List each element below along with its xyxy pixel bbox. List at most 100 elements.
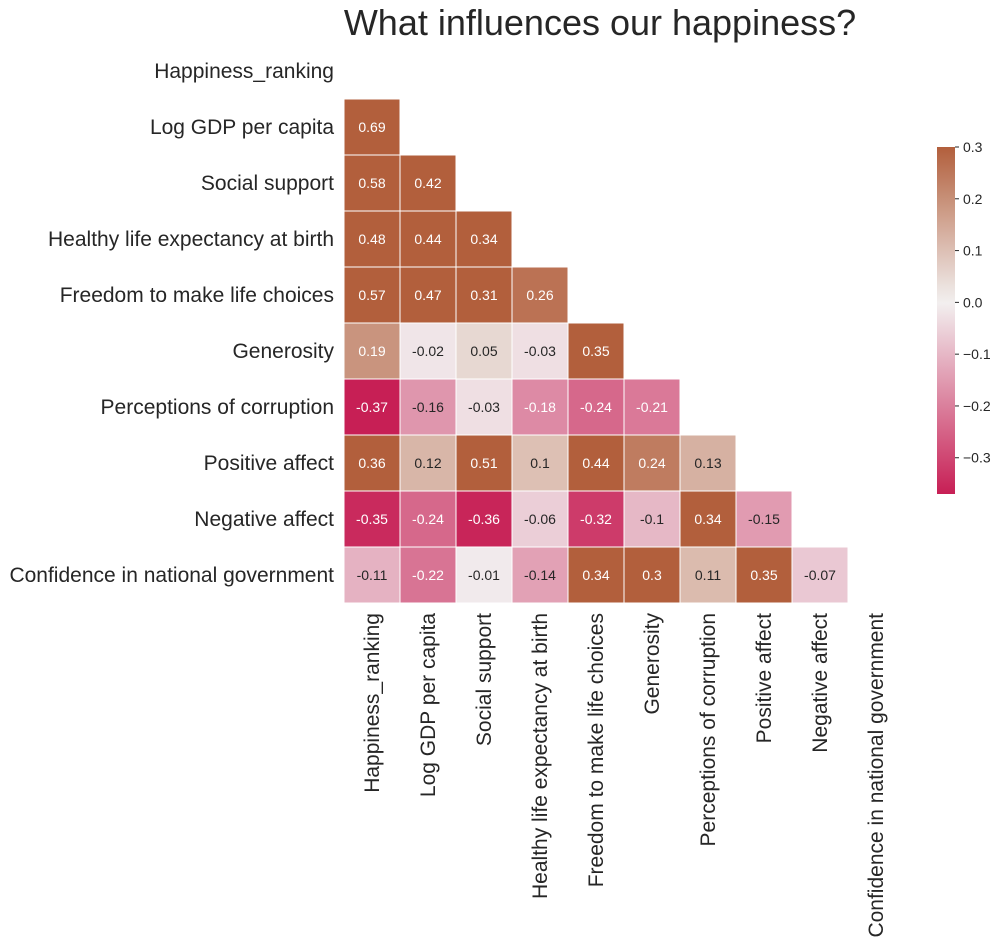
x-tick-labels: Happiness_ranking Log GDP per capita Socia… [361, 613, 888, 938]
cell-value-label: 0.42 [414, 175, 441, 191]
y-tick-label: Generosity [232, 340, 334, 363]
heatmap-cell [623, 546, 681, 604]
x-tick-label: Freedom to make life choices [585, 613, 608, 887]
heatmap-cell [455, 378, 513, 436]
x-tick-label: Social support [473, 613, 496, 746]
y-tick-label: Perceptions of corruption [101, 396, 334, 419]
cell-value-label: 0.69 [358, 119, 385, 135]
cell-value-label: 0.12 [414, 455, 441, 471]
cell-value-label: -0.36 [468, 511, 500, 527]
heatmap-cell [399, 434, 457, 492]
heatmap-cell [343, 434, 401, 492]
colorbar-tick-label: −0.1 [963, 346, 991, 362]
colorbar-tick-label: −0.3 [963, 450, 991, 466]
y-tick-label: Healthy life expectancy at birth [48, 228, 334, 251]
heatmap-cell [343, 378, 401, 436]
y-tick-label: Social support [201, 172, 334, 195]
cell-value-label: -0.32 [580, 511, 612, 527]
heatmap-cell [623, 434, 681, 492]
cell-value-label: -0.03 [524, 343, 556, 359]
cell-value-label: 0.47 [414, 287, 441, 303]
heatmap-cell [399, 266, 457, 324]
cell-value-label: -0.16 [412, 399, 444, 415]
cell-value-label: 0.13 [694, 455, 721, 471]
heatmap-cell [791, 546, 849, 604]
cell-value-label: -0.37 [356, 399, 388, 415]
cell-value-label: -0.15 [748, 511, 780, 527]
cell-value-label: -0.35 [356, 511, 388, 527]
y-tick-label: Confidence in national government [9, 564, 334, 587]
cell-value-label: 0.26 [526, 287, 553, 303]
heatmap-cell [511, 378, 569, 436]
cell-value-label: -0.1 [640, 511, 664, 527]
cell-value-label: -0.01 [468, 567, 500, 583]
heatmap-cell [511, 434, 569, 492]
colorbar-gradient [937, 147, 955, 494]
heatmap-cell [455, 490, 513, 548]
heatmap-cell [679, 546, 737, 604]
cell-value-label: 0.19 [358, 343, 385, 359]
cell-value-label: 0.24 [638, 455, 665, 471]
x-tick-label: Confidence in national government [865, 613, 888, 938]
cell-value-label: 0.31 [470, 287, 497, 303]
x-tick-label: Happiness_ranking [361, 613, 384, 793]
cell-value-label: 0.3 [642, 567, 662, 583]
heatmap-cell [399, 546, 457, 604]
cell-value-label: -0.18 [524, 399, 556, 415]
heatmap-cell [343, 546, 401, 604]
x-tick-label: Healthy life expectancy at birth [529, 613, 552, 899]
cell-value-label: -0.14 [524, 567, 556, 583]
heatmap-cell [455, 210, 513, 268]
cell-value-label: 0.57 [358, 287, 385, 303]
cell-value-label: 0.44 [582, 455, 609, 471]
heatmap-cell [343, 154, 401, 212]
cell-value-label: -0.24 [580, 399, 612, 415]
x-tick-label: Positive affect [753, 613, 776, 744]
heatmap-cell [399, 154, 457, 212]
cell-value-label: 0.35 [582, 343, 609, 359]
heatmap-cell [511, 266, 569, 324]
heatmap-cell [623, 378, 681, 436]
heatmap-cell [679, 434, 737, 492]
y-tick-labels: Happiness_ranking Log GDP per capita Socia… [9, 60, 334, 587]
cell-value-label: 0.51 [470, 455, 497, 471]
y-tick-label: Negative affect [194, 508, 334, 531]
colorbar-tick-label: 0.1 [963, 243, 983, 259]
cell-value-label: 0.34 [470, 231, 497, 247]
y-tick-label: Log GDP per capita [150, 116, 334, 139]
cell-value-label: -0.21 [636, 399, 668, 415]
cell-value-label: 0.58 [358, 175, 385, 191]
chart-title: What influences our happiness? [344, 2, 856, 43]
cell-value-label: -0.06 [524, 511, 556, 527]
cell-value-label: 0.1 [530, 455, 550, 471]
cell-value-label: -0.03 [468, 399, 500, 415]
cell-value-label: 0.05 [470, 343, 497, 359]
cell-value-label: -0.02 [412, 343, 444, 359]
cell-value-label: -0.11 [357, 567, 388, 583]
cell-value-label: -0.07 [804, 567, 836, 583]
heatmap-cell [399, 322, 457, 380]
cell-value-label: 0.35 [750, 567, 777, 583]
cell-value-label: 0.36 [358, 455, 385, 471]
cell-value-label: -0.24 [412, 511, 444, 527]
y-tick-label: Positive affect [204, 452, 335, 475]
x-tick-label: Log GDP per capita [417, 613, 440, 797]
cell-value-label: 0.44 [414, 231, 441, 247]
heatmap-cell [567, 546, 625, 604]
x-tick-label: Perceptions of corruption [697, 613, 720, 846]
colorbar: 0.3 0.2 0.1 0.0 −0.1 −0.2 −0.3 [937, 139, 991, 494]
colorbar-tick-label: 0.0 [963, 294, 983, 310]
heatmap-cell [343, 490, 401, 548]
heatmap-cell [455, 546, 513, 604]
x-tick-label: Generosity [641, 613, 664, 715]
y-tick-label: Freedom to make life choices [60, 284, 334, 307]
heatmap-cell [511, 322, 569, 380]
cell-value-label: -0.22 [412, 567, 444, 583]
heatmap-cell [735, 490, 793, 548]
cell-value-label: 0.34 [582, 567, 609, 583]
cell-value-label: 0.48 [358, 231, 385, 247]
colorbar-tick-label: 0.2 [963, 191, 983, 207]
x-tick-label: Negative affect [809, 613, 832, 753]
heatmap-cell [511, 546, 569, 604]
